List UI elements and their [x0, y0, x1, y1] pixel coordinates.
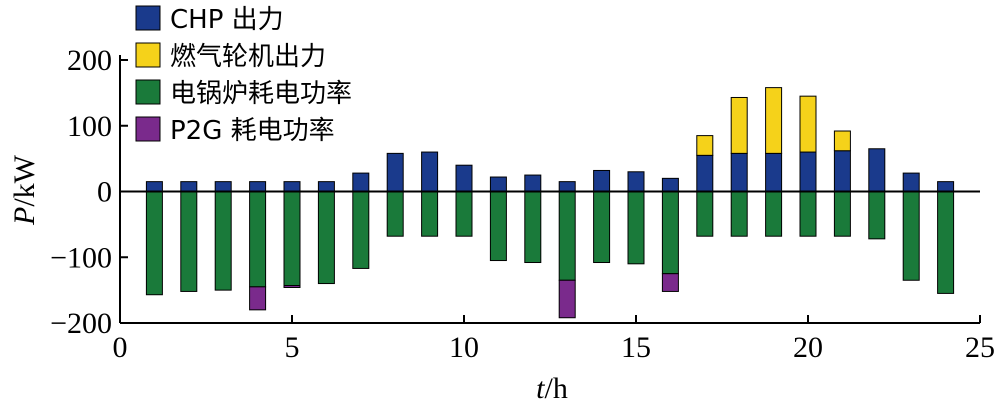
legend-swatch-3 — [135, 79, 161, 105]
bar-series-3-hour-3 — [214, 191, 232, 291]
bar-series-1-hour-21 — [833, 150, 851, 192]
legend-swatch-2 — [135, 42, 161, 68]
bar-series-3-hour-2 — [180, 191, 198, 292]
x-tick-label-5: 5 — [285, 331, 300, 364]
y-axis-label-symbol: P — [8, 207, 41, 226]
x-axis-label-unit: /h — [545, 372, 568, 405]
bar-series-1-hour-9 — [421, 151, 439, 193]
bar-series-3-hour-7 — [352, 191, 370, 269]
bar-series-3-hour-15 — [627, 191, 645, 265]
bar-series-3-hour-22 — [868, 191, 886, 240]
x-tick-label-10: 10 — [449, 331, 479, 364]
bar-series-1-hour-2 — [180, 181, 198, 192]
x-axis-label: t/h — [536, 372, 568, 405]
bar-series-3-hour-18 — [730, 191, 748, 237]
bar-series-3-hour-21 — [833, 191, 851, 237]
bar-series-1-hour-13 — [558, 181, 576, 192]
bar-series-3-hour-11 — [489, 191, 507, 262]
bar-series-3-hour-9 — [421, 191, 439, 237]
bar-series-1-hour-7 — [352, 172, 370, 192]
bar-series-1-hour-23 — [902, 172, 920, 192]
y-tick-label-1: −100 — [50, 241, 112, 274]
legend-label-3: 电锅炉耗电功率 — [170, 79, 352, 109]
y-tick-label-0: −200 — [50, 307, 112, 340]
bar-series-3-hour-8 — [386, 191, 404, 237]
x-axis-label-symbol: t — [536, 372, 545, 405]
ticks-layer: 0 5 10 15 20 25 −200 −100 0 100 200 — [50, 44, 995, 364]
y-tick-label-3: 100 — [67, 110, 112, 143]
bar-series-1-hour-22 — [868, 148, 886, 192]
bar-series-3-hour-6 — [317, 191, 335, 285]
bar-series-1-hour-6 — [317, 181, 335, 192]
bar-series-4-hour-5 — [283, 285, 301, 288]
bar-series-3-hour-17 — [696, 191, 714, 237]
bar-series-1-hour-11 — [489, 176, 507, 192]
bar-series-1-hour-10 — [455, 164, 473, 192]
y-tick-label-2: 0 — [97, 176, 112, 209]
bar-series-2-hour-18 — [730, 96, 748, 154]
bar-series-1-hour-20 — [799, 151, 817, 193]
bar-series-1-hour-5 — [283, 181, 301, 192]
y-axis-label-unit: /kW — [8, 154, 41, 206]
bar-series-3-hour-14 — [593, 191, 611, 264]
bars-layer — [145, 87, 955, 319]
bar-series-4-hour-16 — [661, 273, 679, 292]
bar-series-3-hour-19 — [765, 191, 783, 237]
bar-series-3-hour-10 — [455, 191, 473, 237]
bar-series-4-hour-13 — [558, 279, 576, 319]
bar-series-3-hour-5 — [283, 191, 301, 287]
bar-series-4-hour-4 — [249, 286, 267, 311]
bar-series-1-hour-15 — [627, 171, 645, 192]
bar-series-1-hour-4 — [249, 181, 267, 192]
bar-series-3-hour-20 — [799, 191, 817, 237]
bar-series-1-hour-8 — [386, 152, 404, 192]
legend-swatch-4 — [135, 116, 161, 142]
bar-series-3-hour-4 — [249, 191, 267, 288]
legend-label-1: CHP 出力 — [170, 5, 284, 35]
legend-swatch-1 — [135, 5, 161, 31]
bar-series-1-hour-3 — [214, 181, 232, 192]
bar-series-1-hour-24 — [937, 181, 955, 192]
x-tick-label-20: 20 — [793, 331, 823, 364]
bar-series-3-hour-1 — [145, 191, 163, 296]
bar-series-1-hour-16 — [661, 177, 679, 193]
x-tick-label-0: 0 — [113, 331, 128, 364]
bar-series-3-hour-12 — [524, 191, 542, 264]
bar-series-3-hour-16 — [661, 191, 679, 275]
axes-layer — [119, 55, 980, 324]
bar-series-3-hour-13 — [558, 191, 576, 281]
bar-series-3-hour-24 — [937, 191, 955, 294]
y-axis-label: P/kW — [8, 154, 41, 226]
bar-series-2-hour-17 — [696, 135, 714, 156]
bar-series-1-hour-12 — [524, 174, 542, 192]
bar-series-1-hour-17 — [696, 154, 714, 192]
bar-series-1-hour-14 — [593, 169, 611, 193]
bar-series-2-hour-21 — [833, 130, 851, 152]
x-tick-label-25: 25 — [965, 331, 995, 364]
bar-series-1-hour-18 — [730, 152, 748, 192]
bar-series-1-hour-19 — [765, 152, 783, 192]
x-tick-label-15: 15 — [621, 331, 651, 364]
bar-series-3-hour-23 — [902, 191, 920, 281]
y-tick-label-4: 200 — [67, 44, 112, 77]
bar-series-2-hour-19 — [765, 87, 783, 154]
bar-series-2-hour-20 — [799, 95, 817, 153]
bar-series-1-hour-1 — [145, 181, 163, 192]
legend-label-4: P2G 耗电功率 — [170, 116, 335, 146]
legend-label-2: 燃气轮机出力 — [170, 42, 326, 72]
